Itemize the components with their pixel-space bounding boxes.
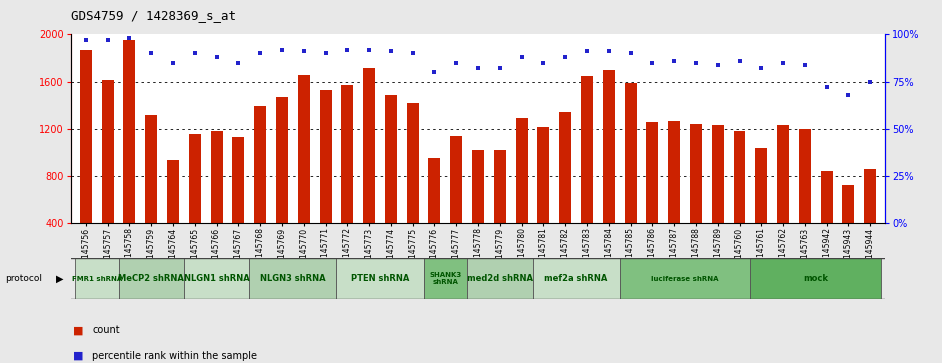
- Bar: [603, 70, 615, 223]
- Bar: [276, 97, 288, 223]
- Bar: [341, 85, 353, 223]
- Bar: [188, 134, 201, 223]
- Bar: [123, 40, 136, 223]
- Bar: [538, 127, 549, 223]
- Bar: [777, 125, 789, 223]
- Bar: [625, 83, 637, 223]
- Text: mef2a shRNA: mef2a shRNA: [544, 274, 608, 283]
- Bar: [515, 118, 528, 223]
- Bar: [184, 258, 250, 299]
- Bar: [864, 169, 876, 223]
- Text: count: count: [92, 325, 120, 335]
- Bar: [167, 160, 179, 223]
- Bar: [734, 131, 745, 223]
- Bar: [102, 81, 114, 223]
- Bar: [581, 76, 593, 223]
- Bar: [80, 50, 92, 223]
- Bar: [820, 171, 833, 223]
- Text: protocol: protocol: [5, 274, 41, 283]
- Bar: [336, 258, 424, 299]
- Text: luciferase shRNA: luciferase shRNA: [651, 276, 719, 282]
- Bar: [319, 90, 332, 223]
- Text: ■: ■: [73, 325, 84, 335]
- Text: NLGN3 shRNA: NLGN3 shRNA: [260, 274, 326, 283]
- Bar: [494, 150, 506, 223]
- Bar: [620, 258, 751, 299]
- Bar: [755, 148, 768, 223]
- Bar: [211, 131, 222, 223]
- Text: PTEN shRNA: PTEN shRNA: [350, 274, 409, 283]
- Text: ▶: ▶: [56, 274, 63, 284]
- Text: FMR1 shRNA: FMR1 shRNA: [72, 276, 122, 282]
- Text: MeCP2 shRNA: MeCP2 shRNA: [119, 274, 185, 283]
- Bar: [385, 95, 397, 223]
- Bar: [532, 258, 620, 299]
- Text: mock: mock: [804, 274, 828, 283]
- Text: percentile rank within the sample: percentile rank within the sample: [92, 351, 257, 361]
- Bar: [712, 125, 723, 223]
- Bar: [407, 103, 418, 223]
- Text: SHANK3
shRNA: SHANK3 shRNA: [430, 272, 462, 285]
- Bar: [145, 115, 157, 223]
- Bar: [690, 124, 702, 223]
- Bar: [668, 121, 680, 223]
- Bar: [298, 74, 310, 223]
- Bar: [119, 258, 184, 299]
- Bar: [646, 122, 658, 223]
- Text: med2d shRNA: med2d shRNA: [467, 274, 533, 283]
- Bar: [799, 129, 811, 223]
- Text: ■: ■: [73, 351, 84, 361]
- Bar: [450, 136, 463, 223]
- Text: GDS4759 / 1428369_s_at: GDS4759 / 1428369_s_at: [71, 9, 236, 22]
- Bar: [560, 113, 571, 223]
- Bar: [842, 185, 854, 223]
- Bar: [233, 137, 244, 223]
- Bar: [75, 258, 119, 299]
- Bar: [254, 106, 267, 223]
- Bar: [751, 258, 881, 299]
- Bar: [472, 150, 484, 223]
- Bar: [250, 258, 336, 299]
- Bar: [424, 258, 467, 299]
- Bar: [467, 258, 532, 299]
- Bar: [429, 158, 441, 223]
- Text: NLGN1 shRNA: NLGN1 shRNA: [184, 274, 250, 283]
- Bar: [363, 68, 375, 223]
